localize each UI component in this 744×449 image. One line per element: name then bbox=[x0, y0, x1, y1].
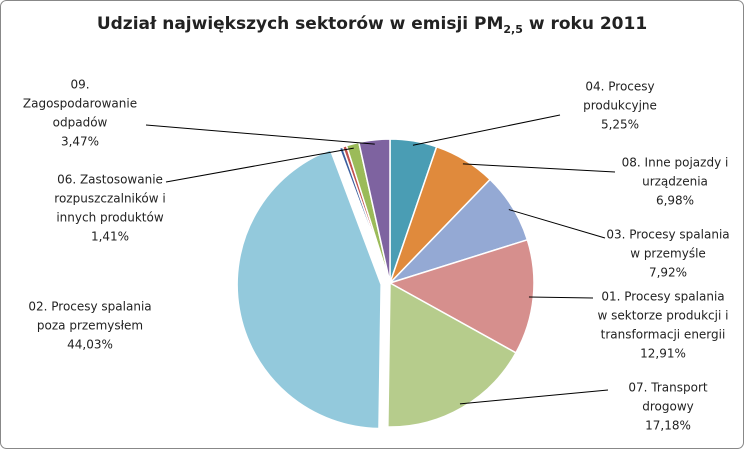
slice-label: transformacji energii bbox=[601, 328, 726, 342]
value-label: 17,18% bbox=[645, 419, 691, 433]
leader-line bbox=[145, 124, 375, 145]
chart-title: Udział największych sektorów w emisji PM… bbox=[97, 14, 647, 36]
title-subscript: 2,5 bbox=[503, 23, 523, 36]
slice-label: odpadów bbox=[53, 116, 108, 130]
slice-label: poza przemysłem bbox=[37, 319, 143, 333]
slice-label: w sektorze produkcji i bbox=[598, 309, 729, 323]
leader-line bbox=[508, 209, 606, 239]
slice-label: 09. bbox=[70, 78, 89, 92]
value-label: 5,25% bbox=[601, 118, 639, 132]
slice-label: 06. Zastosowanie bbox=[57, 173, 163, 187]
slice-label: rozpuszczalników i bbox=[54, 192, 165, 206]
pie-slice bbox=[236, 148, 382, 430]
value-label: 1,41% bbox=[91, 230, 129, 244]
slice-label: 08. Inne pojazdy i bbox=[622, 156, 729, 170]
pie-slice bbox=[387, 281, 517, 428]
slice-label: w przemyśle bbox=[630, 247, 706, 261]
leader-line bbox=[528, 296, 594, 299]
slice-label: 04. Procesy bbox=[585, 80, 654, 94]
leader-line bbox=[459, 389, 609, 405]
slice-label: 02. Procesy spalania bbox=[28, 300, 151, 314]
slice-label: 07. Transport bbox=[628, 381, 708, 395]
value-label: 3,47% bbox=[61, 135, 99, 149]
slice-label: 01. Procesy spalania bbox=[601, 290, 724, 304]
title-end: w roku 2011 bbox=[523, 14, 647, 34]
value-label: 44,03% bbox=[67, 338, 113, 352]
slice-label: urządzenia bbox=[642, 175, 708, 189]
value-label: 7,92% bbox=[649, 266, 687, 280]
slice-label: innych produktów bbox=[56, 211, 164, 225]
value-label: 6,98% bbox=[656, 194, 694, 208]
slice-label: 03. Procesy spalania bbox=[606, 228, 729, 242]
value-label: 12,91% bbox=[640, 347, 686, 361]
slice-label: produkcyjne bbox=[583, 99, 657, 113]
leader-line bbox=[462, 163, 616, 173]
title-main: Udział największych sektorów w emisji PM bbox=[97, 14, 504, 34]
slice-label: drogowy bbox=[642, 400, 694, 414]
slice-label: Zagospodarowanie bbox=[23, 97, 137, 111]
leader-line bbox=[165, 147, 354, 183]
leader-line bbox=[412, 114, 561, 146]
